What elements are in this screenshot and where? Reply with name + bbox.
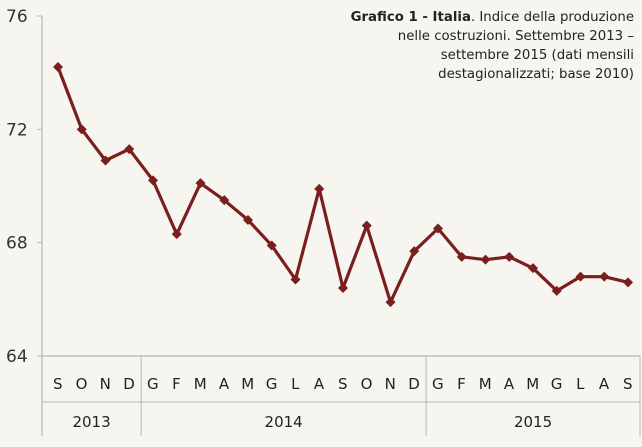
y-tick-label: 64 bbox=[6, 347, 28, 367]
x-tick-label: O bbox=[76, 375, 88, 393]
y-tick-label: 68 bbox=[6, 234, 28, 254]
data-point-marker bbox=[456, 251, 467, 262]
data-point-marker bbox=[53, 62, 63, 72]
data-point-marker bbox=[409, 246, 420, 257]
plot-area bbox=[53, 62, 633, 308]
data-point-marker bbox=[338, 283, 348, 293]
data-point-marker bbox=[290, 274, 301, 285]
data-point-marker bbox=[100, 155, 111, 166]
x-tick-label: N bbox=[385, 375, 397, 393]
data-point-marker bbox=[599, 271, 610, 282]
x-tick-label: A bbox=[314, 375, 325, 393]
x-tick-label: A bbox=[599, 375, 610, 393]
data-point-marker bbox=[266, 240, 277, 251]
x-tick-label: G bbox=[551, 375, 563, 393]
x-tick-label: A bbox=[504, 375, 515, 393]
y-tick-label: 72 bbox=[6, 120, 28, 140]
data-point-marker bbox=[551, 285, 562, 296]
x-tick-label: F bbox=[172, 375, 181, 393]
x-tick-label: A bbox=[219, 375, 230, 393]
data-point-marker bbox=[195, 178, 206, 189]
x-tick-label: G bbox=[147, 375, 159, 393]
chart-title-bold: Grafico 1 - Italia bbox=[350, 10, 471, 25]
x-tick-label: M bbox=[241, 375, 254, 393]
x-tick-label: M bbox=[526, 375, 539, 393]
data-point-marker bbox=[385, 297, 396, 308]
data-point-marker bbox=[314, 183, 325, 194]
data-point-marker bbox=[148, 175, 158, 186]
data-point-marker bbox=[575, 271, 586, 282]
x-tick-label: M bbox=[194, 375, 207, 393]
chart-title-text: . Indice della produzione nelle costruzi… bbox=[397, 10, 634, 82]
x-tick-label: L bbox=[291, 375, 300, 393]
y-tick-label: 76 bbox=[6, 7, 28, 27]
year-label: 2015 bbox=[514, 413, 552, 431]
data-point-marker bbox=[243, 215, 253, 225]
x-tick-label: D bbox=[123, 375, 135, 393]
x-tick-label: O bbox=[361, 375, 373, 393]
x-tick-label: G bbox=[266, 375, 278, 393]
x-tick-label: S bbox=[338, 375, 348, 393]
chart-title: Grafico 1 - Italia. Indice della produzi… bbox=[334, 8, 634, 84]
data-point-marker bbox=[171, 229, 182, 240]
series-line bbox=[56, 66, 629, 304]
x-tick-label: S bbox=[623, 375, 633, 393]
x-tick-label: N bbox=[100, 375, 112, 393]
x-tick-label: D bbox=[408, 375, 420, 393]
x-tick-label: F bbox=[457, 375, 466, 393]
year-label: 2014 bbox=[265, 413, 303, 431]
data-point-marker bbox=[528, 263, 538, 274]
data-point-marker bbox=[124, 144, 135, 155]
data-point-marker bbox=[433, 223, 443, 234]
data-point-marker bbox=[361, 220, 372, 231]
x-tick-label: S bbox=[53, 375, 63, 393]
data-point-marker bbox=[480, 254, 491, 265]
x-tick-label: L bbox=[576, 375, 585, 393]
year-label: 2013 bbox=[72, 413, 110, 431]
x-tick-label: M bbox=[479, 375, 492, 393]
data-point-marker bbox=[76, 124, 87, 135]
x-tick-label: G bbox=[432, 375, 444, 393]
data-point-marker bbox=[504, 251, 515, 262]
data-point-marker bbox=[623, 277, 633, 288]
data-point-marker bbox=[219, 195, 230, 206]
